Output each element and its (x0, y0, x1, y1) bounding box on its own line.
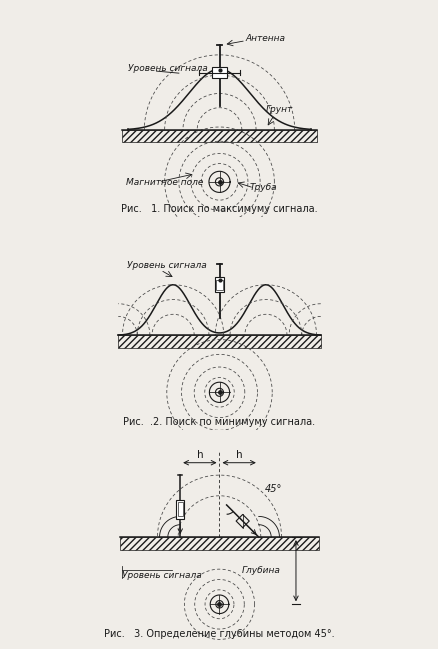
Text: Глубина: Глубина (242, 566, 280, 575)
Bar (216, 280, 222, 289)
Text: Рис.  .2. Поиск по минимуму сигнала.: Рис. .2. Поиск по минимуму сигнала. (123, 417, 315, 427)
Text: Рис.   1. Поиск по максимуму сигнала.: Рис. 1. Поиск по максимуму сигнала. (121, 204, 317, 214)
Text: Грунт: Грунт (265, 104, 293, 114)
Bar (120, 537, 318, 550)
Bar (214, 277, 224, 292)
Bar (118, 336, 320, 348)
Text: 45°: 45° (265, 484, 282, 494)
Text: Уровень сигнала: Уровень сигнала (122, 571, 201, 580)
Text: Рис.   3. Определение глубины методом 45°.: Рис. 3. Определение глубины методом 45°. (104, 630, 334, 639)
Bar (122, 130, 316, 142)
Text: Труба: Труба (249, 183, 277, 192)
Bar (176, 500, 184, 519)
Text: Антенна: Антенна (245, 34, 285, 43)
Text: Уровень сигнала: Уровень сигнала (127, 261, 206, 270)
Text: h: h (235, 450, 242, 460)
Text: Уровень сигнала: Уровень сигнала (128, 64, 207, 73)
Text: h: h (196, 450, 203, 460)
Bar (212, 67, 226, 79)
Bar (177, 502, 183, 516)
Text: Магнитное поле: Магнитное поле (126, 178, 203, 187)
